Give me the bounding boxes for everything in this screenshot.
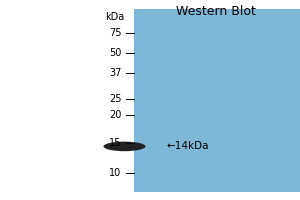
Text: 75: 75 [109, 28, 122, 38]
Text: 10: 10 [109, 168, 122, 178]
Text: Western Blot: Western Blot [176, 5, 256, 18]
Text: kDa: kDa [105, 12, 124, 22]
FancyBboxPatch shape [134, 9, 300, 192]
Ellipse shape [103, 142, 146, 151]
Text: 25: 25 [109, 94, 122, 104]
Text: 15: 15 [109, 138, 122, 148]
Text: 50: 50 [109, 48, 122, 58]
Text: ←14kDa: ←14kDa [167, 141, 209, 151]
Text: 37: 37 [109, 68, 122, 78]
Text: 20: 20 [109, 110, 122, 120]
